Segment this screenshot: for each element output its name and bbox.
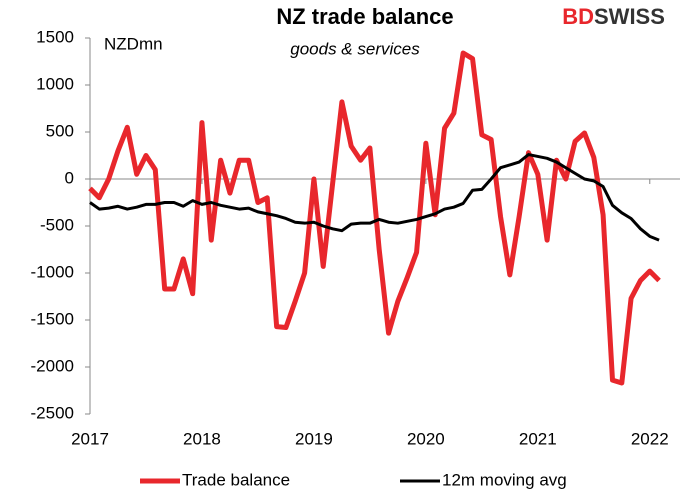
x-tick-label: 2019 [295, 429, 333, 448]
y-tick-label: 500 [46, 121, 74, 140]
chart-title: NZ trade balance [276, 4, 453, 29]
logo-part: SWISS [594, 4, 665, 29]
y-tick-label: 1000 [36, 74, 74, 93]
x-tick-label: 2018 [183, 429, 221, 448]
series-line [89, 153, 660, 242]
y-tick-label: 0 [65, 168, 74, 187]
y-tick-label: -2500 [31, 403, 74, 422]
y-axis-label: NZDmn [104, 34, 163, 53]
y-tick-label: -1500 [31, 309, 74, 328]
legend-label: 12m moving avg [442, 470, 567, 489]
x-tick-label: 2021 [519, 429, 557, 448]
x-tick-label: 2020 [407, 429, 445, 448]
logo-part: BD [562, 4, 594, 29]
legend-label: Trade balance [182, 470, 290, 489]
chart-subtitle: goods & services [290, 39, 420, 58]
y-tick-label: -500 [40, 215, 74, 234]
y-tick-label: -2000 [31, 356, 74, 375]
y-tick-label: -1000 [31, 262, 74, 281]
x-tick-label: 2017 [71, 429, 109, 448]
x-tick-label: 2022 [631, 429, 669, 448]
y-tick-label: 1500 [36, 27, 74, 46]
series-line [88, 50, 661, 386]
